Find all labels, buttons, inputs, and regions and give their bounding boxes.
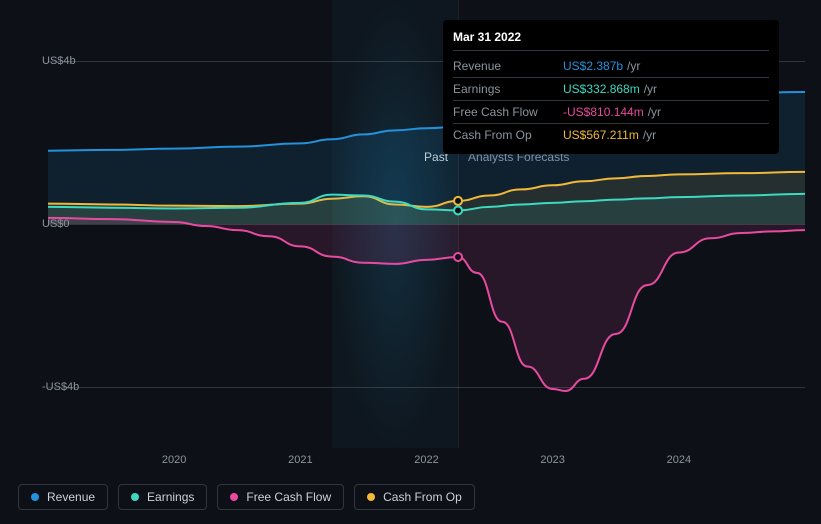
legend-item-revenue[interactable]: Revenue [18,484,108,510]
marker-free_cash_flow [454,253,462,261]
marker-cash_from_op [454,197,462,205]
tooltip-value: US$332.868m [563,80,640,98]
chart-tooltip: Mar 31 2022 RevenueUS$2.387b/yrEarningsU… [443,20,779,154]
legend-swatch [31,493,39,501]
x-tick-label: 2023 [540,454,564,466]
legend-label: Revenue [47,490,95,504]
legend-label: Free Cash Flow [246,490,331,504]
legend-swatch [131,493,139,501]
tooltip-date: Mar 31 2022 [453,28,769,51]
legend-item-free_cash_flow[interactable]: Free Cash Flow [217,484,344,510]
legend-swatch [367,493,375,501]
tooltip-row-revenue: RevenueUS$2.387b/yr [453,55,769,78]
x-tick-label: 2024 [667,454,691,466]
tooltip-unit: /yr [643,126,656,144]
tooltip-label: Revenue [453,57,563,75]
tooltip-label: Cash From Op [453,126,563,144]
legend-label: Cash From Op [383,490,462,504]
tooltip-value: US$567.211m [563,126,639,144]
legend-swatch [230,493,238,501]
tooltip-unit: /yr [648,103,661,121]
marker-earnings [454,206,462,214]
tooltip-unit: /yr [644,80,657,98]
tooltip-value: -US$810.144m [563,103,644,121]
tooltip-value: US$2.387b [563,57,623,75]
tooltip-row-cash_from_op: Cash From OpUS$567.211m/yr [453,124,769,146]
tooltip-label: Earnings [453,80,563,98]
legend-label: Earnings [147,490,194,504]
legend-item-earnings[interactable]: Earnings [118,484,207,510]
legend-item-cash_from_op[interactable]: Cash From Op [354,484,475,510]
tooltip-row-free_cash_flow: Free Cash Flow-US$810.144m/yr [453,101,769,124]
tooltip-label: Free Cash Flow [453,103,563,121]
chart-legend: Revenue Earnings Free Cash Flow Cash From O… [18,484,475,510]
x-tick-label: 2021 [288,454,312,466]
series-area-free_cash_flow [48,218,805,391]
tooltip-row-earnings: EarningsUS$332.868m/yr [453,78,769,101]
tooltip-unit: /yr [627,57,640,75]
x-tick-label: 2022 [414,454,438,466]
x-tick-label: 2020 [162,454,186,466]
financial-chart: US$4bUS$0-US$4b20202021202220232024PastA… [0,0,821,524]
